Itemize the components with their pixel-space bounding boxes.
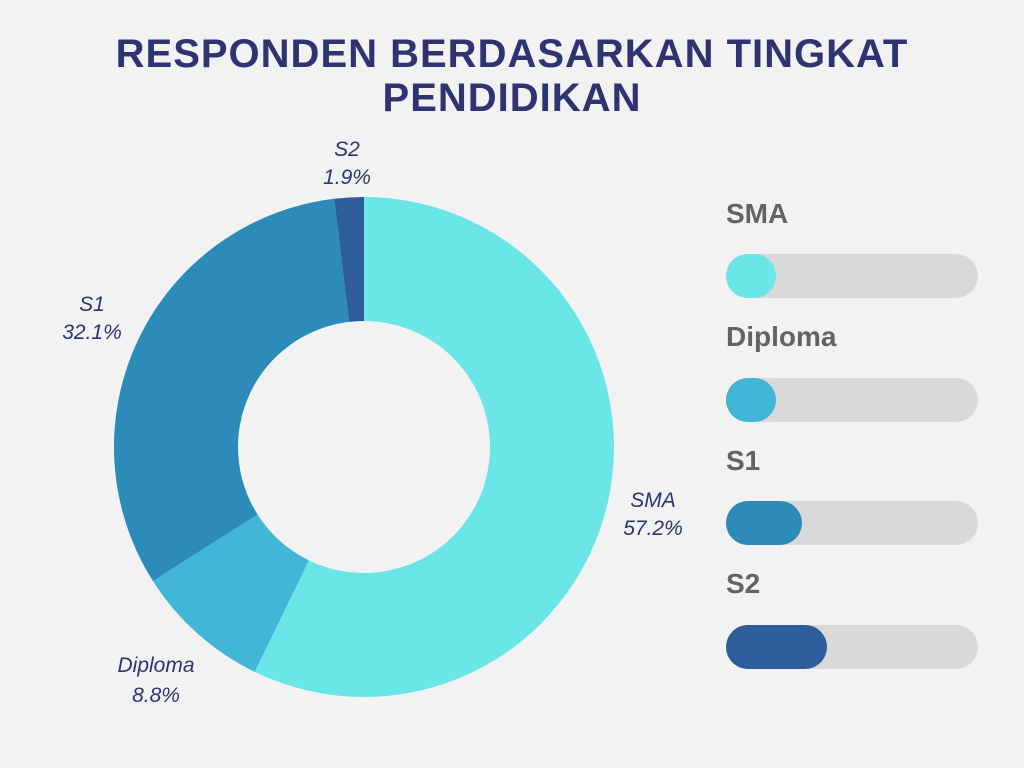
legend-bar-fill-sma (726, 254, 777, 298)
legend-label-sma: SMA (726, 198, 789, 229)
chart-title-line-1: RESPONDEN BERDASARKAN TINGKAT (115, 32, 909, 76)
donut-slice-diploma (152, 514, 309, 672)
slice-label-sma-value: 57.2% (623, 517, 683, 540)
slice-label-s2-value: 1.9% (323, 166, 371, 189)
slice-label-diploma: Diploma 8.8% (98, 651, 214, 711)
legend-bar-sma (726, 254, 978, 298)
legend-label-s1: S1 (726, 445, 761, 476)
donut-slice-s2 (334, 197, 364, 322)
legend-label-diploma: Diploma (726, 321, 837, 352)
donut-slice-s1 (113, 198, 349, 581)
slice-label-sma-name: SMA (630, 489, 676, 512)
slice-label-s1-name: S1 (79, 293, 105, 316)
slice-label-s1: S1 32.1% (50, 291, 134, 347)
slice-label-diploma-name: Diploma (117, 654, 195, 677)
slice-label-diploma-value: 8.8% (132, 684, 180, 707)
legend-bar-diploma (726, 378, 978, 422)
legend-bar-s2 (726, 625, 978, 669)
legend-bar-fill-s2 (726, 625, 827, 669)
legend-bar-fill-s1 (726, 501, 802, 545)
slice-label-s2-name: S2 (334, 138, 360, 161)
slice-label-s1-value: 32.1% (62, 321, 122, 344)
legend-label-s2: S2 (726, 568, 761, 599)
legend-bar-s1 (726, 501, 978, 545)
chart-title-line-2: PENDIDIKAN (382, 76, 642, 120)
legend-bar-fill-diploma (726, 378, 777, 422)
slice-label-s2: S2 1.9% (305, 136, 389, 192)
donut-slice-sma (254, 197, 615, 697)
slice-label-sma: SMA 57.2% (611, 487, 695, 543)
chart-title: RESPONDEN BERDASARKAN TINGKAT PENDIDIKAN (0, 32, 1024, 120)
